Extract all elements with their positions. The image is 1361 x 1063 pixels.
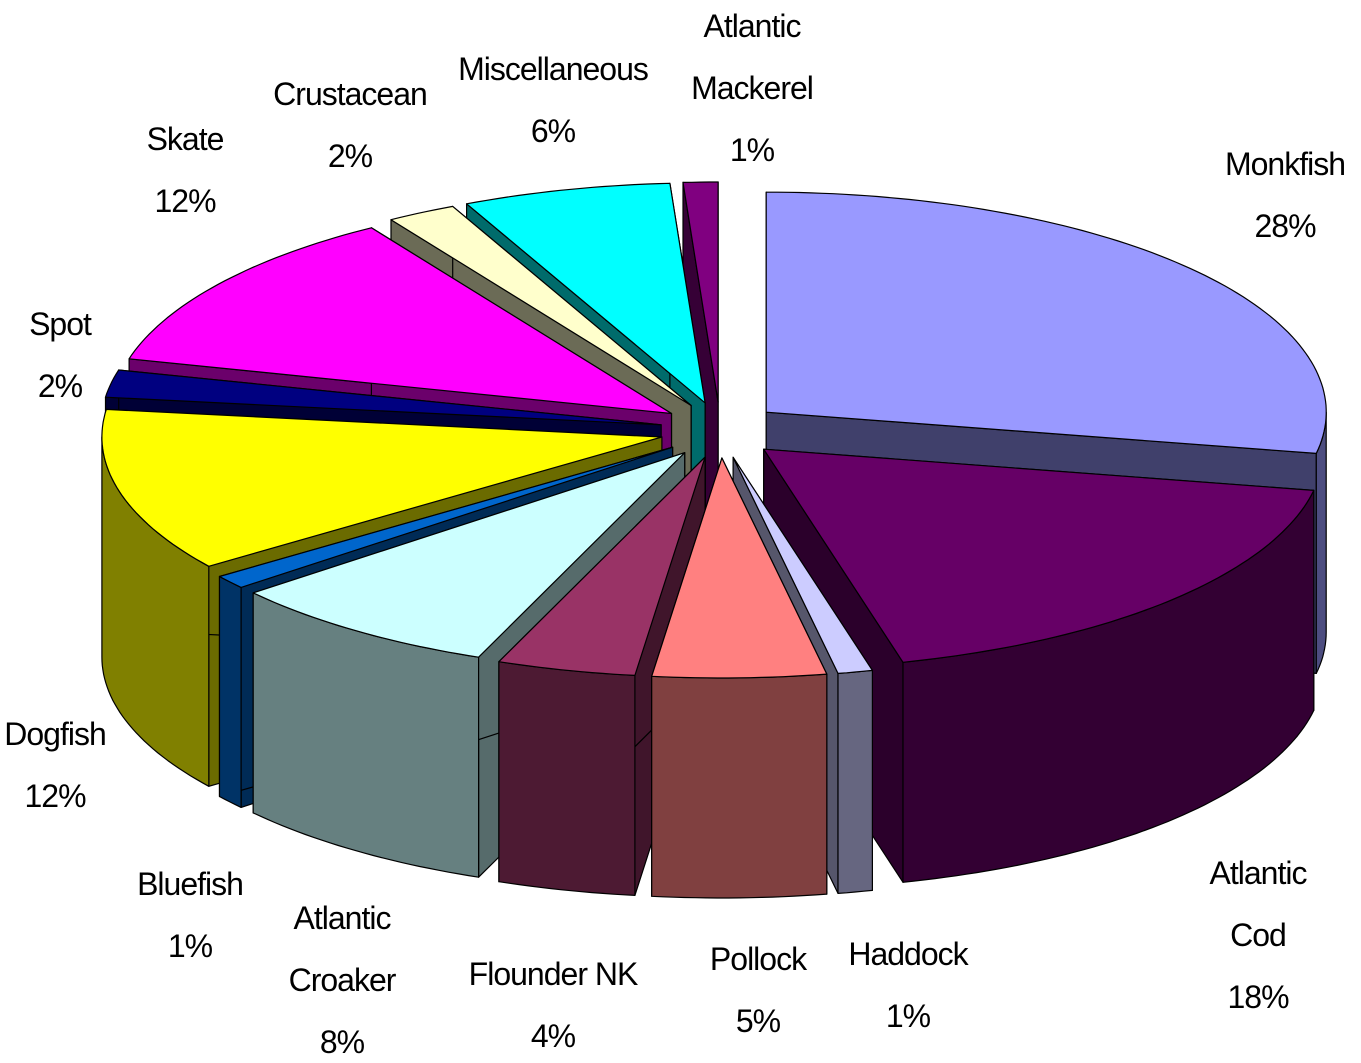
slice [466, 182, 706, 404]
slice-label: Atlantic Cod 18% [1203, 842, 1313, 1028]
slice [218, 446, 674, 588]
slice-label: Atlantic Croaker 8% [272, 887, 412, 1063]
category-label: Atlantic Mackerel [691, 8, 814, 106]
category-label: Miscellaneous [458, 51, 649, 87]
value-label: 2% [37, 368, 83, 404]
slice [732, 456, 873, 674]
value-label: 8% [319, 1024, 365, 1060]
category-label: Dogfish [4, 716, 107, 752]
value-label: 1% [729, 132, 775, 168]
value-label: 28% [1254, 208, 1316, 244]
slice-wall [498, 661, 636, 896]
value-label: 12% [154, 183, 216, 219]
slice [252, 452, 686, 658]
slice-wall [651, 673, 828, 899]
category-label: Skate [146, 121, 225, 157]
category-label: Pollock [709, 941, 807, 977]
slice-label: Atlantic Mackerel 1% [672, 0, 832, 181]
value-label: 1% [885, 998, 931, 1034]
value-label: 18% [1227, 979, 1289, 1015]
slice-label: Pollock 5% [678, 928, 838, 1052]
value-label: 1% [167, 928, 213, 964]
slice-label: Crustacean 2% [250, 63, 450, 187]
slice [498, 456, 706, 676]
slice [682, 181, 719, 403]
category-label: Monkfish [1224, 146, 1346, 182]
category-label: Atlantic Cod [1209, 855, 1308, 953]
category-label: Bluefish [137, 866, 244, 902]
slice [390, 205, 692, 407]
slice [765, 191, 1327, 454]
value-label: 4% [530, 1018, 576, 1054]
slice-label: Dogfish 12% [0, 703, 130, 827]
slice-label: Miscellaneous 6% [433, 38, 673, 162]
category-label: Flounder NK [468, 956, 639, 992]
value-label: 5% [735, 1003, 781, 1039]
slice-label: Bluefish 1% [110, 853, 270, 977]
slice-label: Monkfish 28% [1185, 133, 1361, 257]
slice [651, 457, 828, 679]
category-label: Haddock [848, 936, 968, 972]
slice-label: Spot 2% [0, 293, 120, 417]
value-label: 6% [530, 113, 576, 149]
slice-label: Skate 12% [115, 108, 255, 232]
slice-label: Flounder NK 4% [433, 943, 673, 1063]
value-label: 12% [24, 778, 86, 814]
category-label: Spot [29, 306, 92, 342]
value-label: 2% [327, 138, 373, 174]
slice [128, 227, 673, 415]
slice [101, 408, 663, 567]
slice [104, 369, 662, 426]
category-label: Crustacean [273, 76, 428, 112]
slice-label: Haddock 1% [828, 923, 988, 1047]
slice-wall [218, 575, 242, 808]
slice-wall [837, 669, 873, 894]
slice [763, 448, 1315, 663]
category-label: Atlantic Croaker [288, 900, 397, 998]
